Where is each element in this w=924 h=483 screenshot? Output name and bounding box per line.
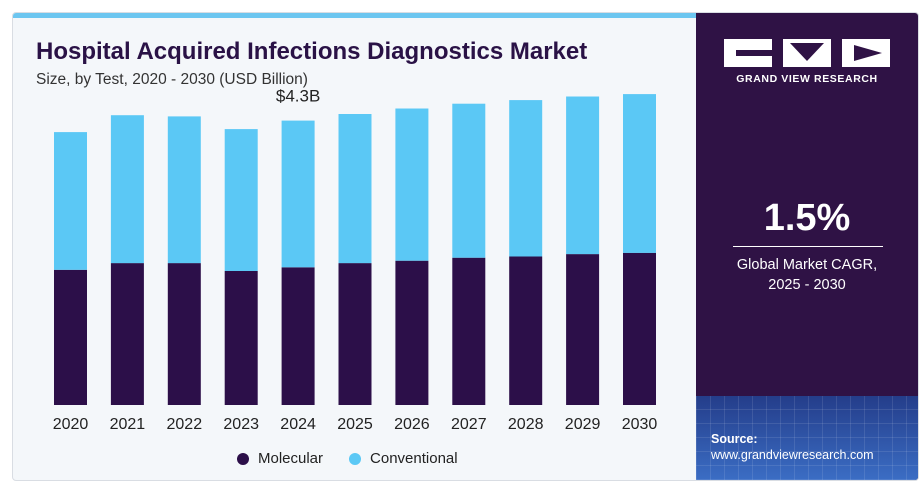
source-panel-background [696,396,918,480]
bar-conventional-2024 [281,120,315,268]
x-tick-label-2023: 2023 [223,416,259,433]
legend-swatch-molecular [237,452,249,465]
sidebar-panel: GRAND VIEW RESEARCH 1.5% Global Market C… [696,13,918,480]
bar-molecular-2030 [623,252,656,405]
bar-conventional-2027 [452,103,486,258]
chart-title: Hospital Acquired Infections Diagnostics… [36,38,588,65]
bar-molecular-2025 [338,263,372,405]
bar-molecular-2022 [167,263,201,405]
chart-legend: Molecular Conventional [237,450,484,467]
x-tick-label-2020: 2020 [53,416,89,433]
cagr-divider [733,246,883,247]
x-tick-label-2021: 2021 [110,416,146,433]
bar-molecular-2029 [566,254,600,405]
bar-molecular-2021 [110,263,144,405]
bar-molecular-2024 [281,267,315,405]
x-tick-label-2030: 2030 [622,416,658,433]
bar-conventional-2021 [110,115,144,264]
stacked-bar-chart: 2020 2021 2022 2023 2024 $4.3B 2025 2026 2027 202… [53,87,658,433]
x-tick-label-2022: 2022 [167,416,203,433]
cagr-label-line-1: Global Market CAGR, [736,257,878,273]
bar-conventional-2030 [623,94,656,253]
cagr-label-line-2: 2025 - 2030 [768,277,846,293]
infographic-card: 2020 2021 2022 2023 2024 $4.3B 2025 2026 2027 202… [12,12,919,481]
legend-item-conventional: Conventional [349,450,458,467]
legend-label-conventional: Conventional [370,450,458,467]
brand-name: GRAND VIEW RESEARCH [736,73,878,85]
cagr-value: 1.5% [763,197,851,239]
x-tick-label-2024: 2024 [280,416,316,433]
bar-conventional-2023 [224,129,258,271]
bar-conventional-2025 [338,114,372,264]
bar-conventional-2029 [566,96,600,255]
x-tick-label-2029: 2029 [565,416,601,433]
bar-conventional-2026 [395,108,429,261]
bar-molecular-2028 [509,256,543,405]
chart-panel: 2020 2021 2022 2023 2024 $4.3B 2025 2026 2027 202… [13,18,696,480]
source-label: Source: [711,432,758,446]
top-accent-bar [13,13,696,18]
x-tick-label-2027: 2027 [451,416,487,433]
legend-label-molecular: Molecular [258,450,324,467]
bar-conventional-2022 [167,116,201,264]
bar-molecular-2020 [54,269,87,405]
x-tick-label-2026: 2026 [394,416,430,433]
x-tick-label-2028: 2028 [508,416,544,433]
legend-swatch-conventional [349,452,362,465]
cagr-label: Global Market CAGR, 2025 - 2030 [696,255,918,295]
bar-molecular-2023 [224,271,258,405]
source-link[interactable]: www.grandviewresearch.com [711,448,874,462]
legend-item-molecular: Molecular [237,450,323,467]
bar-conventional-2028 [509,100,543,257]
grand-view-research-logo [724,39,890,67]
bar-molecular-2026 [395,260,429,405]
value-annotation-2024: $4.3B [276,87,320,106]
bar-conventional-2020 [54,132,87,270]
chart-subtitle: Size, by Test, 2020 - 2030 (USD Billion) [36,71,308,88]
bar-molecular-2027 [452,257,486,405]
x-tick-label-2025: 2025 [337,416,373,433]
